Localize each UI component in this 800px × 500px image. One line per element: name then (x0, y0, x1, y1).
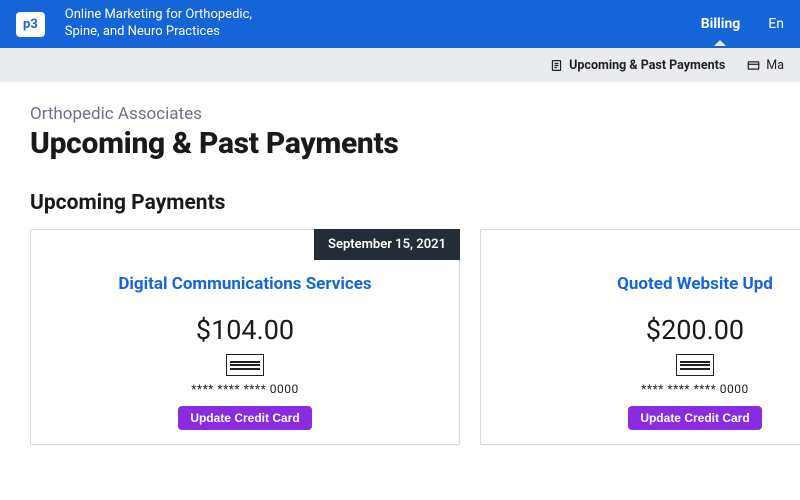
sub-nav: Upcoming & Past Payments Ma (0, 48, 800, 82)
nav-billing[interactable]: Billing (701, 16, 741, 32)
amount: $200.00 (501, 314, 800, 346)
amount: $104.00 (51, 314, 439, 346)
page-title: Upcoming & Past Payments (30, 126, 770, 161)
org-name: Orthopedic Associates (30, 104, 770, 124)
masked-card: **** **** **** 0000 (501, 382, 800, 396)
section-title: Upcoming Payments (30, 191, 770, 215)
payment-cards: September 15, 2021 Digital Communication… (30, 229, 770, 445)
update-card-button[interactable]: Update Credit Card (628, 406, 761, 430)
service-link[interactable]: Digital Communications Services (51, 274, 439, 294)
content: Orthopedic Associates Upcoming & Past Pa… (0, 82, 800, 445)
subnav-manage-label: Ma (766, 58, 784, 73)
date-badge: September 15, 2021 (314, 229, 460, 260)
document-icon (550, 59, 563, 72)
amex-icon (676, 354, 714, 376)
nav-en[interactable]: En (768, 16, 784, 32)
update-card-button[interactable]: Update Credit Card (178, 406, 311, 430)
masked-card: **** **** **** 0000 (51, 382, 439, 396)
tagline: Online Marketing for Orthopedic, Spine, … (65, 7, 285, 41)
top-bar: p3 Online Marketing for Orthopedic, Spin… (0, 0, 800, 48)
logo: p3 (16, 12, 45, 37)
amex-icon (226, 354, 264, 376)
payment-card: September 15, 2021 Digital Communication… (30, 229, 460, 445)
subnav-payments-label: Upcoming & Past Payments (569, 58, 725, 73)
card-icon (747, 59, 760, 72)
subnav-manage[interactable]: Ma (747, 58, 784, 73)
payment-card: Quoted Website Upd $200.00 **** **** ***… (480, 229, 800, 445)
service-link[interactable]: Quoted Website Upd (501, 274, 800, 294)
top-nav: Billing En (701, 16, 784, 32)
subnav-payments[interactable]: Upcoming & Past Payments (550, 58, 725, 73)
